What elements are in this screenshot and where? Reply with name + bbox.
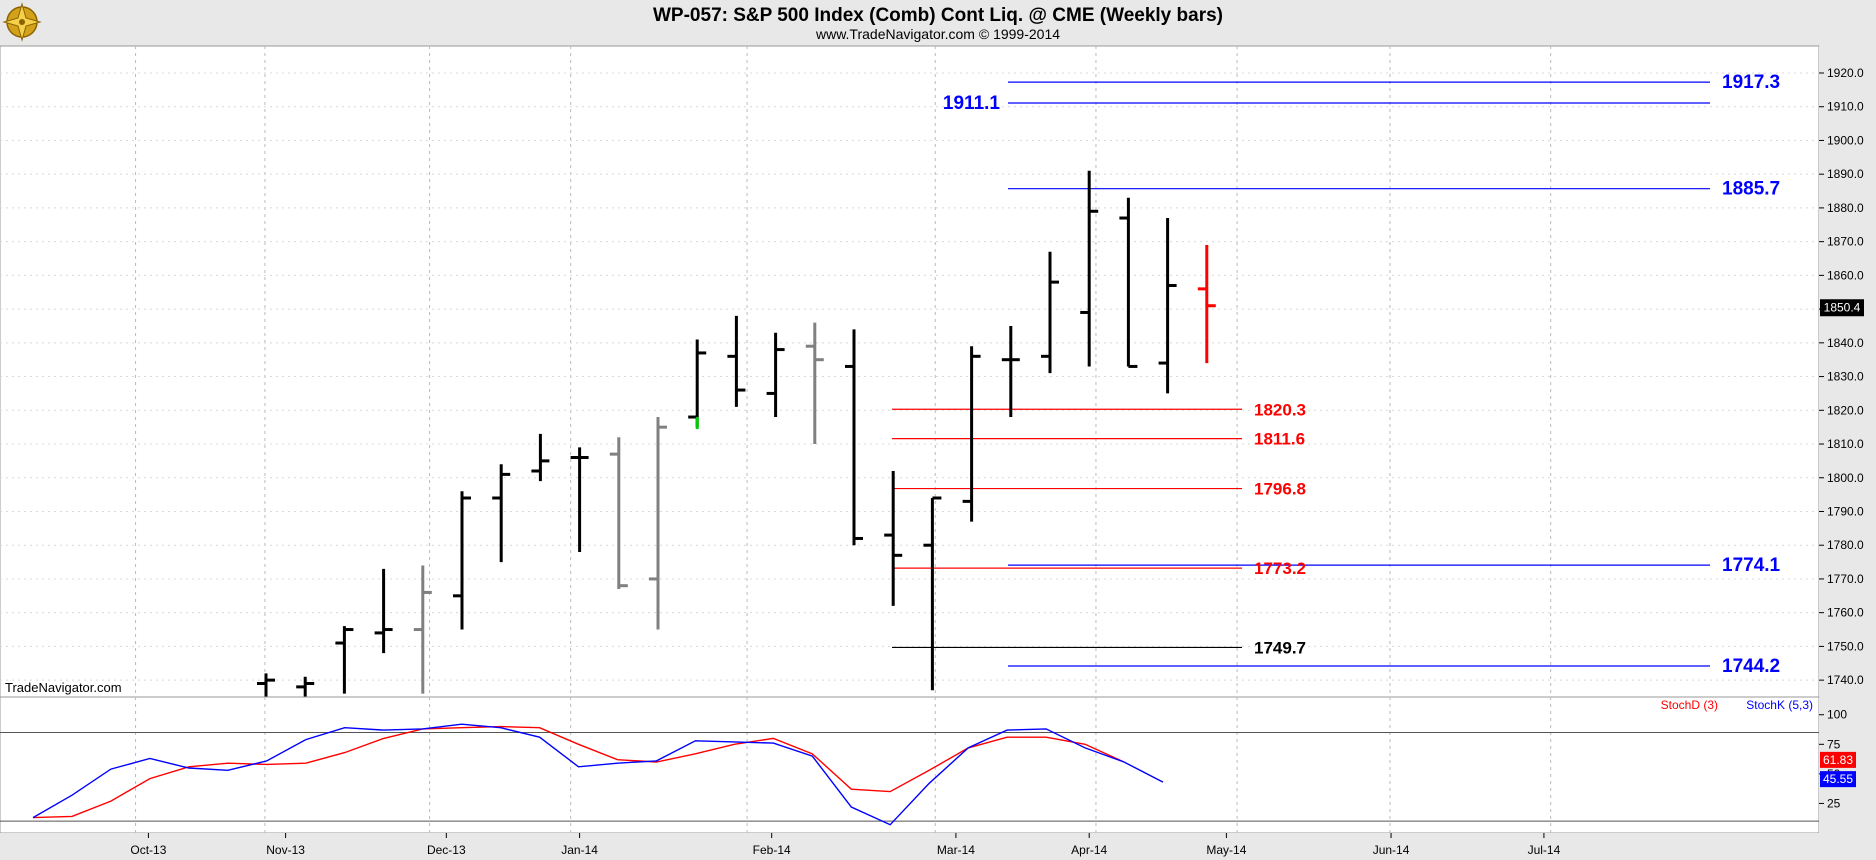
ohlc-bar — [884, 471, 903, 606]
osc-series-line — [32, 725, 1125, 819]
ohlc-bar — [1197, 245, 1216, 364]
ohlc-bar — [727, 315, 746, 407]
date-label: Apr-14 — [1071, 843, 1107, 857]
date-label: Oct-13 — [130, 843, 166, 857]
osc-series-line — [32, 723, 1164, 826]
osc-tick-label: 75 — [1827, 737, 1841, 751]
osc-last-label: 61.83 — [1823, 753, 1853, 767]
osc-last-box — [1820, 771, 1856, 788]
ohlc-bar — [257, 673, 275, 697]
level-label: 1774.1 — [1722, 555, 1781, 576]
ohlc-bar — [531, 433, 550, 482]
date-axis — [0, 833, 1876, 860]
level-label: 1744.2 — [1722, 656, 1780, 677]
oscillator-legend: StochD (3) StochK (5,3) — [1661, 698, 1813, 712]
ohlc-bar — [374, 568, 393, 654]
ohlc-bar — [296, 676, 315, 697]
ohlc-bar — [923, 496, 942, 691]
ohlc-bar — [1119, 197, 1138, 368]
osc-tick-label: 100 — [1827, 708, 1847, 722]
ohlc-bar — [1158, 218, 1177, 394]
ohlc-bar — [962, 346, 981, 522]
price-tick-label: 1910.0 — [1827, 100, 1864, 114]
price-tick-label: 1900.0 — [1827, 133, 1864, 147]
price-tick-label: 1880.0 — [1827, 201, 1864, 215]
price-tick-label: 1790.0 — [1827, 504, 1864, 518]
osc-tick-label: 25 — [1827, 796, 1841, 810]
level-label: 1811.6 — [1254, 430, 1305, 449]
chart-header: WP-057: S&P 500 Index (Comb) Cont Liq. @… — [2, 2, 1223, 42]
date-label: Jun-14 — [1373, 843, 1410, 857]
ohlc-bar — [1001, 325, 1020, 418]
ohlc-bar — [492, 464, 511, 563]
ohlc-bar — [413, 565, 432, 694]
legend-stochk: StochK (5,3) — [1746, 698, 1813, 712]
price-bars — [257, 170, 1216, 697]
price-tick-label: 1760.0 — [1827, 606, 1864, 620]
osc-last-label: 45.55 — [1823, 772, 1853, 786]
ohlc-bar — [1041, 251, 1059, 374]
oscillator-grid — [0, 697, 1819, 833]
oscillator-panel — [0, 696, 1820, 834]
price-tick-label: 1740.0 — [1827, 673, 1864, 687]
price-tick-label: 1920.0 — [1827, 66, 1864, 80]
date-label: Mar-14 — [937, 843, 975, 857]
price-panel — [0, 45, 1820, 698]
watermark: TradeNavigator.com — [5, 680, 122, 695]
ohlc-bar — [649, 417, 667, 630]
date-label: Jan-14 — [561, 843, 598, 857]
level-label: 1917.3 — [1722, 72, 1780, 93]
ohlc-bar — [845, 329, 863, 546]
date-label: Feb-14 — [753, 843, 791, 857]
last-price-marker: 1850.4 — [1820, 299, 1864, 317]
ohlc-bar — [335, 626, 354, 694]
chart-title: WP-057: S&P 500 Index (Comb) Cont Liq. @… — [653, 5, 1223, 26]
ohlc-bar — [609, 437, 628, 590]
date-label: Jul-14 — [1528, 843, 1561, 857]
price-tick-label: 1890.0 — [1827, 167, 1864, 181]
price-tick-label: 1840.0 — [1827, 336, 1864, 350]
price-tick-label: 1800.0 — [1827, 471, 1864, 485]
price-levels: 1917.3 1911.1 1885.7 1820.3 1811.6 1796.8 1774… — [892, 72, 1781, 677]
compass-rose-icon — [2, 2, 42, 42]
level-label: 1911.1 — [943, 93, 1000, 114]
legend-stochd: StochD (3) — [1661, 698, 1718, 712]
level-label: 1820.3 — [1254, 400, 1306, 419]
ohlc-bar — [570, 447, 589, 552]
date-axis-labels: Oct-13 Nov-13 Dec-13 Jan-14 Feb-14 Mar-14 Apr-… — [130, 833, 1561, 857]
price-axis — [1819, 46, 1876, 697]
ohlc-bar — [766, 332, 785, 418]
level-label: 1749.7 — [1254, 638, 1306, 657]
price-tick-label: 1780.0 — [1827, 538, 1864, 552]
ohlc-bar — [805, 322, 824, 445]
level-label: 1796.8 — [1254, 480, 1306, 499]
level-label: 1773.2 — [1254, 559, 1306, 578]
date-label: Dec-13 — [427, 843, 466, 857]
price-tick-label: 1820.0 — [1827, 403, 1864, 417]
price-tick-label: 1810.0 — [1827, 437, 1864, 451]
price-tick-label: 1770.0 — [1827, 572, 1864, 586]
price-tick-label: 1750.0 — [1827, 639, 1864, 653]
ohlc-bar — [688, 339, 707, 430]
date-label: Nov-13 — [266, 843, 305, 857]
oscillator-last-values: 61.83 45.55 — [1820, 751, 1856, 788]
last-price-label: 1850.4 — [1824, 301, 1861, 315]
date-label: May-14 — [1206, 843, 1246, 857]
oscillator-lines — [32, 723, 1164, 826]
price-tick-label: 1830.0 — [1827, 370, 1864, 384]
ohlc-bar — [453, 491, 471, 630]
chart-subtitle: www.TradeNavigator.com © 1999-2014 — [815, 26, 1060, 42]
ohlc-bar — [1080, 170, 1099, 367]
level-label: 1885.7 — [1722, 179, 1780, 200]
price-tick-label: 1870.0 — [1827, 235, 1864, 249]
osc-last-box — [1820, 751, 1856, 768]
price-tick-label: 1860.0 — [1827, 268, 1864, 282]
